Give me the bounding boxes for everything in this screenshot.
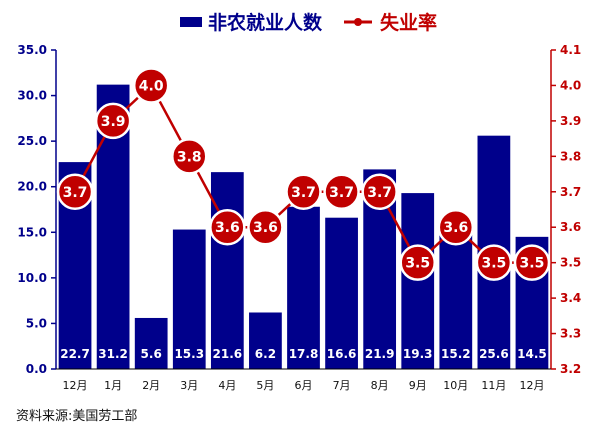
right-axis-tick-label: 3.3 [560, 327, 581, 341]
line-value-label: 3.6 [215, 220, 240, 236]
bar-value-label: 15.2 [441, 347, 471, 361]
bar [401, 193, 435, 369]
bar-value-label: 21.6 [213, 347, 243, 361]
left-axis-tick-label: 25.0 [17, 134, 47, 148]
line-point [171, 138, 208, 175]
left-axis-tick-label: 5.0 [26, 316, 47, 330]
bar [249, 312, 282, 369]
left-axis-tick-label: 0.0 [26, 362, 47, 376]
left-axis-tick-label: 20.0 [17, 180, 47, 194]
line-value-label: 3.9 [101, 114, 126, 130]
right-axis-tick-label: 3.4 [560, 291, 581, 305]
bar-value-label: 16.6 [327, 347, 357, 361]
line-value-label: 3.6 [253, 220, 278, 236]
legend-line-marker [354, 18, 362, 26]
line-value-label: 3.7 [367, 185, 392, 201]
bar [287, 206, 320, 369]
line-point [361, 173, 398, 211]
bar [439, 230, 473, 369]
left-axis-tick-label: 35.0 [17, 43, 47, 57]
bar-value-label: 6.2 [255, 347, 276, 361]
line-point [56, 173, 94, 211]
line-point [399, 244, 436, 281]
line-value-label: 3.5 [481, 256, 506, 272]
line-value-label: 3.7 [291, 185, 316, 201]
right-axis-tick-label: 3.8 [560, 149, 581, 163]
line-point [247, 208, 284, 246]
line-point [513, 244, 551, 281]
line-point [285, 173, 322, 211]
x-axis-tick-label: 11月 [481, 379, 506, 392]
line-value-label: 3.8 [177, 149, 202, 165]
x-axis-tick-label: 12月 [519, 379, 544, 392]
line-point [475, 244, 513, 281]
line-value-label: 3.5 [405, 256, 430, 272]
x-axis-tick-label: 5月 [256, 379, 274, 392]
left-axis-tick-label: 30.0 [17, 89, 47, 103]
right-axis-tick-label: 3.6 [560, 220, 581, 234]
left-axis-tick-label: 15.0 [17, 225, 47, 239]
line-point [132, 67, 170, 104]
x-axis-tick-label: 6月 [295, 379, 313, 392]
right-axis-tick-label: 4.0 [560, 78, 581, 92]
legend-bar-label: 非农就业人数 [208, 11, 323, 34]
x-axis-tick-label: 4月 [218, 379, 236, 392]
line-value-label: 4.0 [139, 78, 164, 94]
x-axis-tick-label: 1月 [104, 379, 122, 392]
left-axis-tick-label: 10.0 [17, 271, 47, 285]
line-value-label: 3.7 [329, 185, 354, 201]
bar [325, 217, 358, 369]
bar-value-label: 17.8 [289, 347, 319, 361]
x-axis-tick-label: 7月 [333, 379, 351, 392]
line-value-label: 3.6 [443, 220, 468, 236]
right-axis-tick-label: 4.1 [560, 43, 581, 57]
line-value-label: 3.5 [520, 256, 545, 272]
line-point [94, 102, 132, 140]
legend-line-label: 失业率 [380, 11, 437, 34]
line-point [437, 208, 475, 246]
right-axis-tick-label: 3.5 [560, 256, 581, 270]
bar-value-label: 19.3 [403, 347, 433, 361]
bar [210, 172, 244, 369]
x-axis-tick-label: 3月 [180, 379, 198, 392]
bar-value-label: 5.6 [141, 347, 162, 361]
x-axis-tick-label: 2月 [142, 379, 160, 392]
bar-value-label: 14.5 [517, 347, 547, 361]
right-axis-tick-label: 3.9 [560, 114, 581, 128]
line-point [209, 208, 246, 246]
bar-value-label: 21.9 [365, 347, 395, 361]
bar-value-label: 15.3 [174, 347, 204, 361]
legend-bar-swatch [180, 17, 202, 27]
bar [172, 229, 206, 369]
source-note: 资料来源:美国劳工部 [16, 409, 138, 424]
x-axis-tick-label: 10月 [443, 379, 468, 392]
right-axis-tick-label: 3.2 [560, 362, 581, 376]
bar-value-label: 31.2 [98, 347, 128, 361]
right-axis-tick-label: 3.7 [560, 185, 581, 199]
x-axis-tick-label: 9月 [409, 379, 427, 392]
bar-value-label: 25.6 [479, 347, 509, 361]
line-point [323, 173, 360, 211]
bar [134, 317, 168, 369]
line-value-label: 3.7 [63, 185, 88, 201]
x-axis-tick-label: 12月 [63, 379, 88, 392]
bar-value-label: 22.7 [60, 347, 90, 361]
x-axis-tick-label: 8月 [371, 379, 389, 392]
